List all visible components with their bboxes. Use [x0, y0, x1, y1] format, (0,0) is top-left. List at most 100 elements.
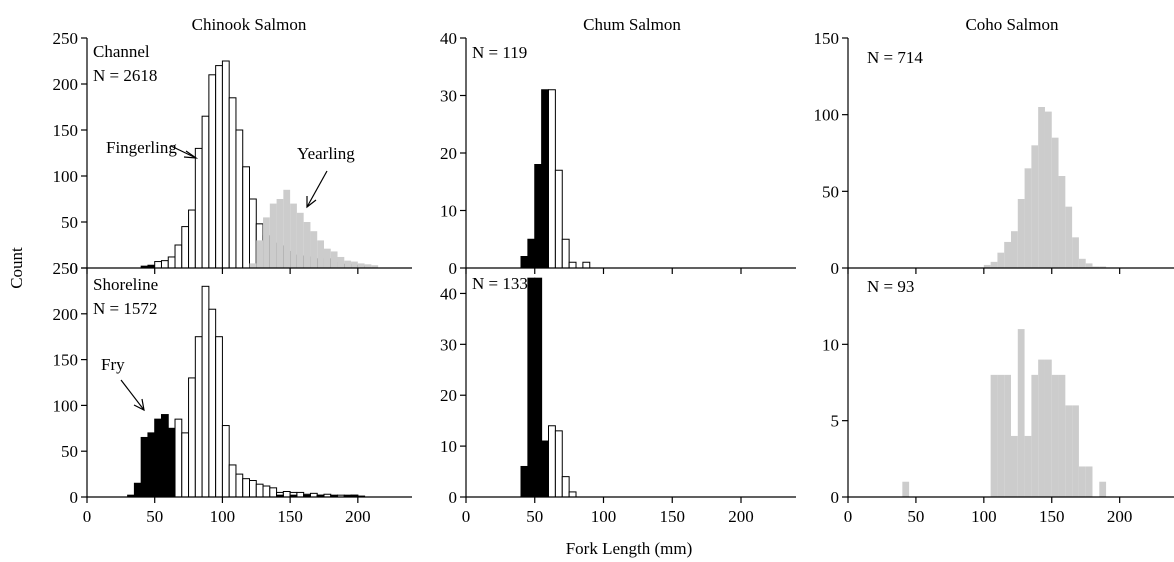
- chinook-shoreline-bar-fingerling: [296, 491, 305, 498]
- coho-shoreline-bar-yearling: [1044, 359, 1052, 497]
- chinook-shoreline-xtick-label: 0: [83, 507, 92, 526]
- coho-channel-bar-yearling: [990, 261, 998, 268]
- chum-shoreline-ytick-label: 30: [440, 335, 457, 354]
- chinook-channel-bar-yearling: [371, 265, 379, 268]
- chinook-channel-bar-fingerling: [201, 115, 210, 269]
- chum-shoreline-xtick-label: 150: [660, 507, 686, 526]
- coho-channel-bar-yearling: [1051, 137, 1059, 268]
- coho-channel-n-label: N = 714: [867, 48, 923, 67]
- chinook-shoreline-bar-fingerling: [255, 483, 264, 498]
- chum-shoreline-panel: 0 10 20 30 40 0 50 100 150 200: [440, 268, 796, 526]
- coho-shoreline-bar-yearling: [1072, 405, 1079, 497]
- chinook-shoreline-bar-fingerling: [215, 336, 223, 498]
- chum-channel-n-label: N = 119: [472, 43, 527, 62]
- coho-shoreline-bar-yearling: [1011, 435, 1018, 497]
- chum-shoreline-ytick-label: 0: [449, 488, 458, 507]
- column-title-chum: Chum Salmon: [583, 15, 681, 34]
- chum-channel-ytick-label: 40: [440, 29, 457, 48]
- coho-shoreline-bar-yearling: [990, 374, 998, 497]
- chinook-shoreline-ytick-label: 200: [53, 305, 79, 324]
- chum-shoreline-ytick-label: 40: [440, 284, 457, 303]
- chinook-channel-ytick-label: 250: [53, 29, 79, 48]
- chinook-channel-bar-yearling: [364, 264, 372, 268]
- chinook-shoreline-bar-fry: [147, 432, 156, 498]
- coho-channel-bar-yearling: [1092, 266, 1100, 268]
- chinook-channel-bar-yearling: [249, 263, 257, 268]
- chinook-shoreline-bar-fingerling: [228, 464, 237, 498]
- column-title-coho: Coho Salmon: [965, 15, 1059, 34]
- coho-shoreline-bar-yearling: [1058, 374, 1066, 497]
- chinook-channel-ytick-label: 100: [53, 167, 79, 186]
- chinook-channel-bar-yearling: [269, 203, 277, 268]
- fingerling-arrow: [170, 145, 199, 159]
- chinook-shoreline-bar-fingerling: [194, 336, 203, 498]
- chinook-channel-bar-yearling: [357, 263, 365, 268]
- chum-channel-bar-fingerling: [554, 169, 563, 269]
- coho-shoreline-xtick-label: 50: [907, 507, 924, 526]
- coho-shoreline-xtick-label: 0: [844, 507, 853, 526]
- annotations: Channel N = 2618 Fingerling Yearling Sho…: [93, 42, 923, 412]
- chinook-shoreline-bar-fry: [133, 482, 142, 498]
- chum-shoreline-bar-fry: [527, 277, 536, 498]
- chum-channel-bar-fingerling: [582, 261, 591, 269]
- coho-channel-bar-yearling: [1017, 199, 1025, 268]
- chinook-shoreline-ytick-label: 150: [53, 351, 79, 370]
- chinook-channel-bar-yearling: [256, 240, 264, 268]
- chinook-shoreline-xtick-label: 100: [210, 507, 236, 526]
- chum-shoreline-bar-fingerling: [561, 476, 570, 498]
- chinook-shoreline-bar-fingerling: [188, 377, 196, 498]
- chinook-channel-bar-yearling: [290, 203, 297, 268]
- coho-shoreline-bar-yearling: [1038, 359, 1045, 497]
- coho-shoreline-xtick-label: 100: [971, 507, 997, 526]
- chum-channel-ytick-label: 0: [449, 259, 458, 278]
- fry-arrow: [120, 379, 145, 412]
- chinook-shoreline-xtick-label: 50: [146, 507, 163, 526]
- channel-label: Channel: [93, 42, 150, 61]
- chum-shoreline-bar-fry: [534, 277, 543, 498]
- coho-shoreline-bar-yearling: [1078, 466, 1086, 497]
- coho-shoreline-bar-yearling: [1051, 374, 1059, 497]
- coho-shoreline-bar-yearling: [1004, 374, 1011, 497]
- chum-channel-ytick-label: 20: [440, 144, 457, 163]
- chinook-channel-ytick-label: 0: [70, 259, 79, 278]
- chinook-channel-bar-fingerling: [160, 260, 169, 269]
- coho-shoreline-bar-yearling: [1024, 435, 1032, 497]
- chinook-channel-bar-fingerling: [242, 166, 250, 269]
- chinook-shoreline-bar-fingerling: [174, 418, 183, 498]
- chinook-channel-bar-fingerling: [235, 129, 244, 269]
- chum-channel-ytick-label: 30: [440, 87, 457, 106]
- chinook-channel-bar-yearling: [303, 222, 311, 268]
- chinook-shoreline-bar-fry: [154, 418, 162, 498]
- chinook-shoreline-bar-fingerling: [201, 285, 210, 498]
- coho-channel-bar-yearling: [1004, 241, 1011, 268]
- coho-channel-bar-yearling: [1065, 206, 1073, 268]
- coho-shoreline-xtick-label: 150: [1039, 507, 1065, 526]
- chum-channel-bar-fry: [534, 164, 543, 269]
- chinook-shoreline-bar-fingerling: [208, 308, 217, 498]
- chinook-channel-bar-fingerling: [154, 261, 162, 269]
- fingerling-label: Fingerling: [106, 138, 177, 157]
- chinook-shoreline-ytick-label: 100: [53, 396, 79, 415]
- coho-channel-ytick-label: 100: [814, 106, 840, 125]
- chum-channel-bar-fingerling: [561, 238, 570, 269]
- chum-shoreline-xtick-label: 0: [462, 507, 471, 526]
- chum-channel-bar-fingerling: [568, 261, 577, 269]
- chinook-channel-ytick-label: 150: [53, 121, 79, 140]
- coho-channel-bar-yearling: [1072, 237, 1079, 268]
- chinook-channel-bar-yearling: [330, 251, 338, 268]
- coho-channel-panel: 0 50 100 150: [814, 29, 1174, 278]
- shoreline-n-label: N = 1572: [93, 299, 157, 318]
- coho-shoreline-n-label: N = 93: [867, 277, 914, 296]
- chinook-channel-bar-fingerling: [249, 198, 257, 269]
- chinook-channel-bar-yearling: [263, 217, 270, 268]
- chinook-channel-bar-fingerling: [167, 256, 176, 269]
- chinook-shoreline-bar-fingerling: [282, 491, 291, 498]
- chum-shoreline-bar-fry: [541, 440, 550, 498]
- chinook-channel-bar-yearling: [296, 212, 304, 268]
- coho-shoreline-bar-yearling: [1085, 466, 1093, 497]
- chinook-channel-bar-fingerling: [174, 244, 183, 269]
- chinook-channel-bar-fingerling: [221, 60, 230, 269]
